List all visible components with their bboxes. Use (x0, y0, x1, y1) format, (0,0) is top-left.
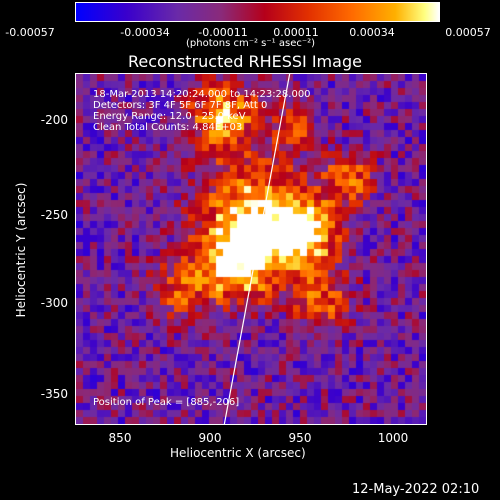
y-axis-label: Heliocentric Y (arcsec) (14, 182, 28, 318)
x-axis-label: Heliocentric X (arcsec) (170, 446, 306, 460)
peak-position-text: Position of Peak = [885,-206] (93, 397, 240, 408)
colorbar-tick-4: 0.00011 (273, 26, 319, 39)
heatmap-canvas (76, 74, 426, 424)
colorbar-tick-2: -0.00034 (120, 26, 170, 39)
colorbar-unit-label: (photons cm⁻² s⁻¹ asec⁻²) (186, 38, 316, 49)
x-tick-2: 900 (198, 431, 222, 445)
footer-timestamp: 12-May-2022 02:10 (352, 482, 480, 497)
detectors-text: Detectors: 3F 4F 5F 6F 7F 8F, Att 0 (93, 100, 268, 111)
plot-title: Reconstructed RHESSI Image (128, 52, 362, 71)
colorbar-tick-5: 0.00034 (349, 26, 395, 39)
reconstructed-image: 18-Mar-2013 14:20:24.000 to 14:23:28.000… (75, 73, 427, 425)
colorbar-tick-6: 0.00057 (445, 26, 491, 39)
colorbar-tick-3: -0.00011 (198, 26, 248, 39)
clean-counts-text: Clean Total Counts: 4.84E+03 (93, 122, 243, 133)
x-tick-4: 1000 (377, 431, 409, 445)
y-tick-1: -200 (40, 113, 68, 127)
energy-range-text: Energy Range: 12.0 - 25.0 keV (93, 111, 246, 122)
y-tick-3: -300 (40, 296, 68, 310)
y-tick-2: -250 (40, 208, 68, 222)
limb-line-layer (223, 74, 291, 424)
y-tick-4: -350 (40, 387, 68, 401)
colorbar (75, 2, 440, 22)
x-tick-3: 950 (288, 431, 312, 445)
solar-limb-line (223, 74, 291, 424)
colorbar-tick-1: -0.00057 (5, 26, 55, 39)
x-tick-1: 850 (108, 431, 132, 445)
time-range-text: 18-Mar-2013 14:20:24.000 to 14:23:28.000 (93, 89, 311, 100)
